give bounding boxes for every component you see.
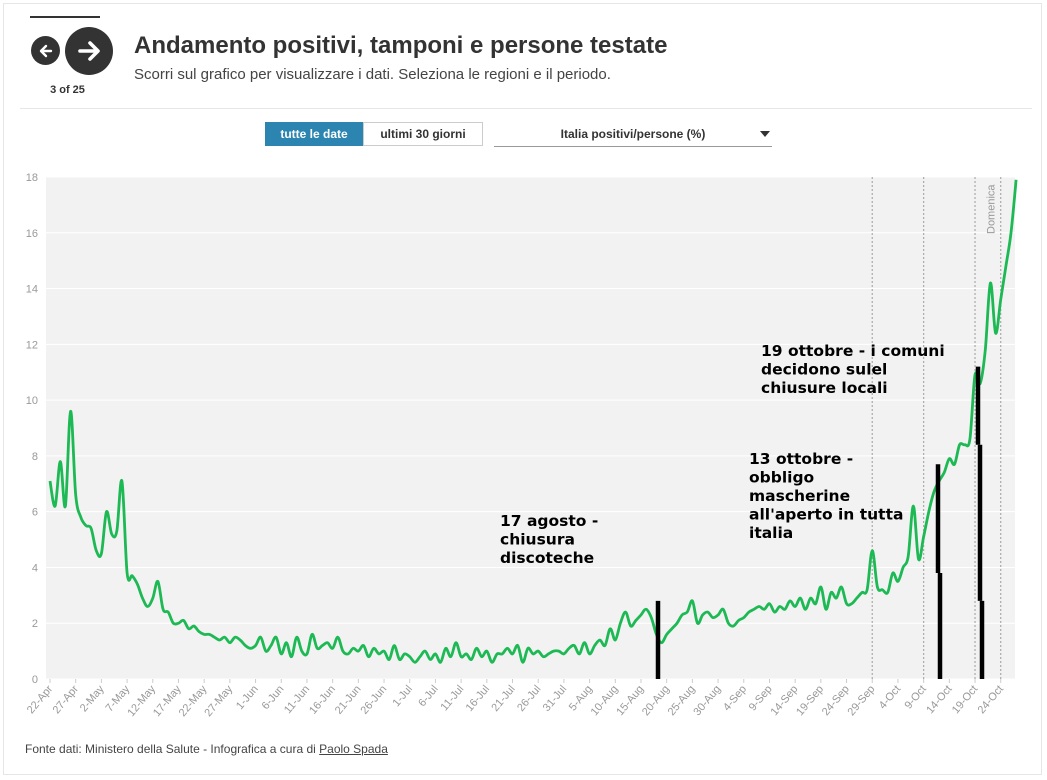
annotation-text: 13 ottobre - [749, 450, 853, 468]
annotation-text: italia [749, 524, 793, 542]
annotation-text: 17 agosto - [500, 512, 598, 530]
header-divider [20, 108, 1032, 109]
x-tick-label: 14-Oct [924, 683, 954, 716]
y-tick-label: 8 [32, 451, 38, 463]
x-tick-label: 21-Jul [489, 683, 517, 714]
x-tick-label: 4-Sep [721, 683, 749, 713]
x-tick-label: 1-Jun [234, 683, 261, 712]
x-tick-label: 2-May [78, 683, 107, 715]
x-tick-label: 31-Jul [541, 683, 569, 714]
x-tick-label: 27-Apr [51, 683, 82, 716]
caret-down-icon [760, 131, 770, 137]
annotation-text: obbligo [749, 469, 814, 487]
page-subtitle: Scorri sul grafico per visualizzare i da… [134, 66, 611, 83]
y-tick-label: 16 [26, 228, 38, 240]
top-rule [30, 16, 100, 18]
arrow-right-icon [78, 41, 100, 61]
x-tick-label: 11-Jul [438, 683, 466, 713]
footer-text: Fonte dati: Ministero della Salute - Inf… [25, 742, 320, 756]
y-tick-label: 12 [26, 339, 38, 351]
annotation-text: chiusure locali [761, 379, 888, 397]
x-tick-label: 16-Jun [307, 683, 338, 716]
sunday-marker-label: Domenica [986, 184, 998, 234]
x-tick-label: 30-Aug [691, 683, 723, 718]
x-tick-label: 26-Jul [515, 683, 543, 714]
series-line[interactable] [48, 179, 1018, 664]
x-tick-label: 1-Jul [391, 683, 416, 709]
x-tick-label: 16-Jul [464, 683, 492, 714]
y-tick-label: 14 [26, 284, 38, 296]
y-tick-label: 0 [32, 674, 38, 686]
line-chart[interactable]: 02468101214161822-Apr27-Apr2-May7-May12-… [0, 160, 1047, 740]
x-tick-label: 26-Jun [359, 683, 390, 716]
select-value: Italia positivi/persone (%) [560, 126, 706, 141]
next-button[interactable] [65, 27, 113, 75]
last-30-days-button[interactable]: ultimi 30 giorni [363, 122, 483, 146]
x-tick-label: 29-Sep [846, 683, 878, 718]
plot-area [46, 177, 1015, 679]
x-tick-label: 19-Oct [950, 683, 980, 716]
x-tick-label: 6-Jul [416, 683, 441, 709]
graphic-frame [3, 3, 1042, 775]
all-dates-button[interactable]: tutte le date [265, 122, 363, 146]
y-tick-label: 6 [32, 507, 38, 519]
y-tick-label: 4 [32, 562, 38, 574]
region-metric-select[interactable]: Italia positivi/persone (%) [494, 121, 772, 147]
y-tick-label: 2 [32, 618, 38, 630]
x-tick-label: 21-Jun [333, 683, 364, 716]
x-tick-label: 11-Jun [282, 683, 312, 716]
annotation-text: chiusura [500, 531, 575, 549]
y-tick-label: 10 [26, 395, 38, 407]
annotation-text: 19 ottobre - i comuni [761, 342, 945, 360]
annotation-text: discoteche [500, 549, 594, 567]
y-tick-label: 18 [26, 172, 38, 184]
prev-button[interactable] [31, 36, 60, 65]
annotation-text: decidono sulel [761, 361, 887, 379]
author-link[interactable]: Paolo Spada [319, 742, 388, 756]
page-title: Andamento positivi, tamponi e persone te… [134, 32, 668, 59]
annotation-text: all'aperto in tutta [749, 506, 903, 524]
x-tick-label: 24-Oct [976, 683, 1006, 716]
annotation-text: mascherine [749, 487, 850, 505]
slide-counter: 3 of 25 [50, 84, 85, 96]
arrow-left-icon [39, 44, 52, 57]
x-tick-label: 27-May [202, 683, 235, 719]
x-tick-label: 4-Oct [877, 683, 903, 711]
x-tick-label: 22-Apr [25, 683, 56, 716]
footer-credit: Fonte dati: Ministero della Salute - Inf… [25, 742, 388, 756]
